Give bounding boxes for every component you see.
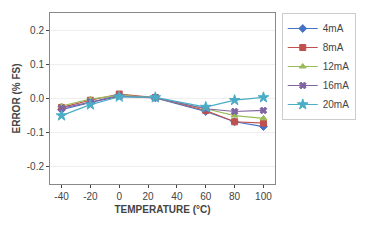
svg-text:TEMPERATURE (°C): TEMPERATURE (°C) xyxy=(114,204,210,215)
svg-text:0: 0 xyxy=(116,191,122,202)
svg-text:100: 100 xyxy=(255,191,272,202)
svg-text:80: 80 xyxy=(229,191,241,202)
svg-text:ERROR (% FS): ERROR (% FS) xyxy=(11,64,22,134)
svg-text:0.2: 0.2 xyxy=(30,25,44,36)
svg-text:40: 40 xyxy=(171,191,183,202)
svg-text:0.1: 0.1 xyxy=(30,59,44,70)
svg-text:0.0: 0.0 xyxy=(30,93,44,104)
svg-text:12mA: 12mA xyxy=(323,61,349,72)
svg-text:-40: -40 xyxy=(54,191,69,202)
svg-text:-0.1: -0.1 xyxy=(27,127,45,138)
svg-text:8mA: 8mA xyxy=(323,42,344,53)
svg-text:60: 60 xyxy=(200,191,212,202)
svg-text:20mA: 20mA xyxy=(323,99,349,110)
svg-text:16mA: 16mA xyxy=(323,80,349,91)
svg-text:20: 20 xyxy=(143,191,155,202)
svg-text:4mA: 4mA xyxy=(323,23,344,34)
svg-text:-20: -20 xyxy=(83,191,98,202)
svg-text:-0.2: -0.2 xyxy=(27,161,45,172)
